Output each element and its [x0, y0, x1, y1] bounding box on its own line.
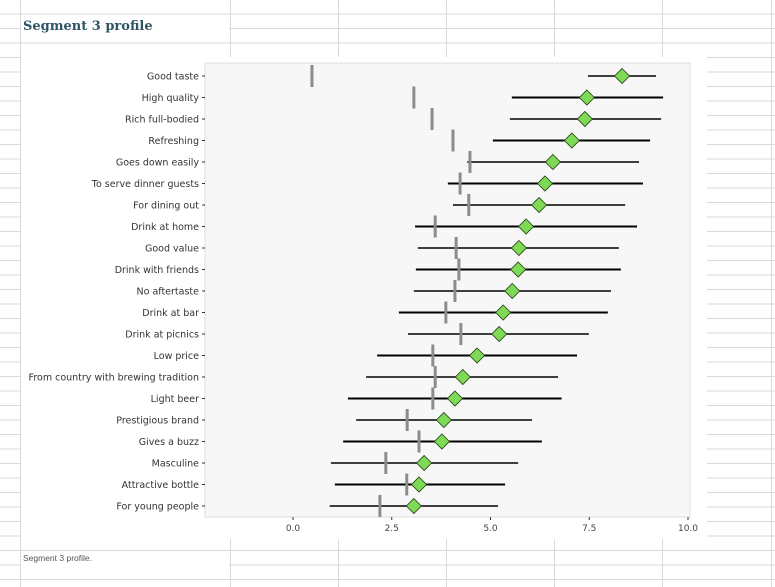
- reference-mark: [453, 280, 457, 302]
- category-label: Light beer: [151, 394, 199, 405]
- reference-mark: [430, 108, 434, 130]
- reference-mark: [454, 237, 458, 259]
- reference-mark: [451, 129, 455, 152]
- reference-mark: [457, 258, 461, 281]
- category-label: For dining out: [133, 201, 199, 212]
- reference-mark: [417, 430, 421, 453]
- category-label: High quality: [142, 93, 200, 104]
- mean-marker: [578, 89, 595, 106]
- grid-column-line: [771, 0, 772, 587]
- mean-marker: [405, 497, 422, 515]
- reference-mark: [384, 452, 388, 474]
- reference-mark: [444, 301, 448, 324]
- mean-marker: [510, 261, 527, 278]
- chart-caption: Segment 3 profile.: [23, 553, 92, 563]
- mean-marker: [517, 218, 535, 235]
- chart: Good taste High quality Rich full-bodied Re…: [29, 62, 698, 534]
- category-label: Good value: [145, 244, 199, 255]
- reference-mark: [467, 194, 471, 216]
- reference-mark: [433, 215, 437, 238]
- reference-mark: [405, 409, 409, 431]
- title-cell[interactable]: [21, 15, 229, 41]
- chart-container[interactable]: Good taste High quality Rich full-bodied Re…: [21, 57, 707, 539]
- category-label: Good taste: [147, 72, 199, 83]
- grid-column-line: [20, 0, 21, 587]
- mean-marker: [531, 196, 548, 214]
- category-label: From country with brewing tradition: [29, 373, 199, 384]
- category-label: Drink at home: [131, 222, 199, 233]
- mean-marker: [504, 282, 521, 300]
- category-label: No aftertaste: [137, 287, 200, 298]
- reference-mark: [468, 151, 472, 173]
- mean-marker: [410, 476, 428, 493]
- x-tick-label: 2.5: [385, 524, 399, 534]
- reference-mark: [431, 387, 435, 410]
- mean-marker: [544, 153, 561, 171]
- mean-marker: [416, 454, 433, 472]
- reference-mark: [405, 473, 409, 496]
- category-label: Gives a buzz: [139, 437, 199, 448]
- category-label: To serve dinner guests: [91, 179, 199, 190]
- mean-marker: [495, 304, 512, 321]
- category-label: Drink with friends: [115, 265, 199, 276]
- sheet-title: Segment 3 profile: [23, 19, 153, 34]
- mean-marker: [446, 390, 464, 407]
- category-label: Low price: [154, 351, 200, 362]
- mean-marker: [613, 67, 631, 85]
- category-label: Masculine: [152, 459, 200, 470]
- plot-panel: [204, 62, 691, 518]
- category-label: Goes down easily: [116, 158, 200, 169]
- x-tick-label: 5.0: [483, 524, 498, 534]
- reference-mark: [431, 344, 435, 367]
- mean-marker: [491, 325, 508, 343]
- category-label: For young people: [116, 502, 199, 513]
- reference-mark: [459, 323, 463, 345]
- reference-mark: [310, 65, 314, 87]
- caption-cell[interactable]: [21, 553, 229, 566]
- mean-marker: [536, 175, 554, 192]
- mean-marker: [433, 433, 450, 450]
- reference-mark: [458, 172, 462, 195]
- reference-mark: [412, 86, 416, 109]
- category-label: Drink at bar: [142, 308, 199, 319]
- category-label: Drink at picnics: [125, 330, 199, 341]
- mean-marker: [576, 110, 593, 128]
- x-tick-label: 7.5: [582, 524, 596, 534]
- reference-mark: [433, 366, 437, 388]
- mean-marker: [563, 132, 580, 149]
- category-label: Attractive bottle: [122, 480, 200, 491]
- x-tick-label: 10.0: [678, 524, 698, 534]
- mean-marker: [469, 347, 486, 364]
- category-label: Prestigious brand: [116, 416, 199, 427]
- category-label: Refreshing: [148, 136, 199, 147]
- mean-marker: [510, 239, 528, 257]
- mean-marker: [454, 368, 471, 386]
- category-label: Rich full-bodied: [125, 115, 199, 126]
- mean-marker: [435, 411, 452, 429]
- reference-mark: [378, 495, 382, 517]
- x-tick-label: 0.0: [286, 524, 301, 534]
